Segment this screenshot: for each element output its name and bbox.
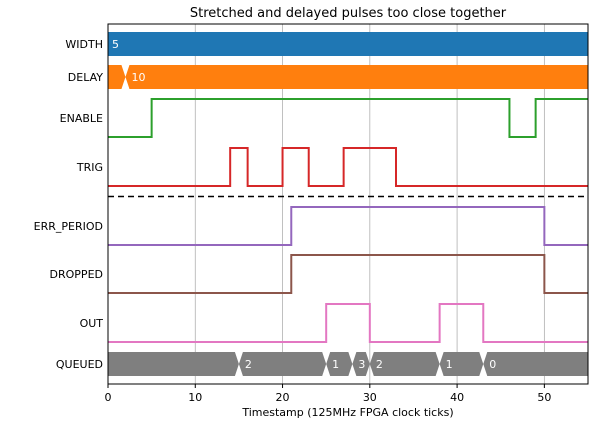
signal-label-delay: DELAY — [68, 71, 103, 84]
x-axis-label: Timestamp (125MHz FPGA clock ticks) — [241, 406, 453, 419]
signal-label-queued: QUEUED — [56, 358, 103, 371]
bus-value-width-0: 5 — [112, 38, 119, 51]
bus-value-queued-5: 1 — [446, 358, 453, 371]
signal-label-out: OUT — [80, 317, 104, 330]
signal-label-dropped: DROPPED — [50, 268, 103, 281]
signal-label-enable: ENABLE — [60, 112, 103, 125]
waveform-err-period — [108, 206, 588, 246]
bus-value-queued-4: 2 — [376, 358, 383, 371]
chart-title: Stretched and delayed pulses too close t… — [190, 6, 507, 21]
waveform-out — [108, 303, 588, 343]
bus-value-queued-6: 0 — [489, 358, 496, 371]
x-tick-label-50: 50 — [537, 391, 551, 404]
bus-segment-queued-4 — [369, 352, 440, 376]
bus-segment-delay-0 — [108, 65, 126, 89]
bus-segment-queued-0 — [108, 352, 239, 376]
bus-segment-width-0 — [108, 32, 588, 56]
bus-segment-queued-1 — [238, 352, 327, 376]
signal-label-err-period: ERR_PERIOD — [34, 220, 103, 233]
bus-segment-queued-3 — [352, 352, 370, 376]
x-tick-label-40: 40 — [450, 391, 464, 404]
x-tick-label-20: 20 — [276, 391, 290, 404]
bus-segment-queued-6 — [483, 352, 588, 376]
signal-labels: WIDTH DELAY ENABLE TRIG ERR_PERIOD DROPPED OUT… — [34, 38, 104, 371]
bus-segment-delay-1 — [125, 65, 589, 89]
bus-segment-queued-2 — [326, 352, 353, 376]
signal-label-trig: TRIG — [76, 161, 103, 174]
bus-value-queued-3: 3 — [358, 358, 365, 371]
bus-value-delay-1: 10 — [131, 71, 145, 84]
bus-segment-queued-5 — [439, 352, 484, 376]
waveform-enable — [108, 98, 588, 138]
waveform-trig — [108, 147, 588, 187]
x-tick-label-30: 30 — [363, 391, 377, 404]
bus-value-queued-1: 2 — [245, 358, 252, 371]
x-tick-label-0: 0 — [105, 391, 112, 404]
signal-label-width: WIDTH — [65, 38, 103, 51]
plot-frame — [107, 23, 589, 385]
x-tick-label-10: 10 — [188, 391, 202, 404]
waveform-dropped — [108, 254, 588, 294]
bus-value-queued-2: 1 — [332, 358, 339, 371]
x-axis: 0 10 20 30 40 50 — [105, 384, 551, 404]
